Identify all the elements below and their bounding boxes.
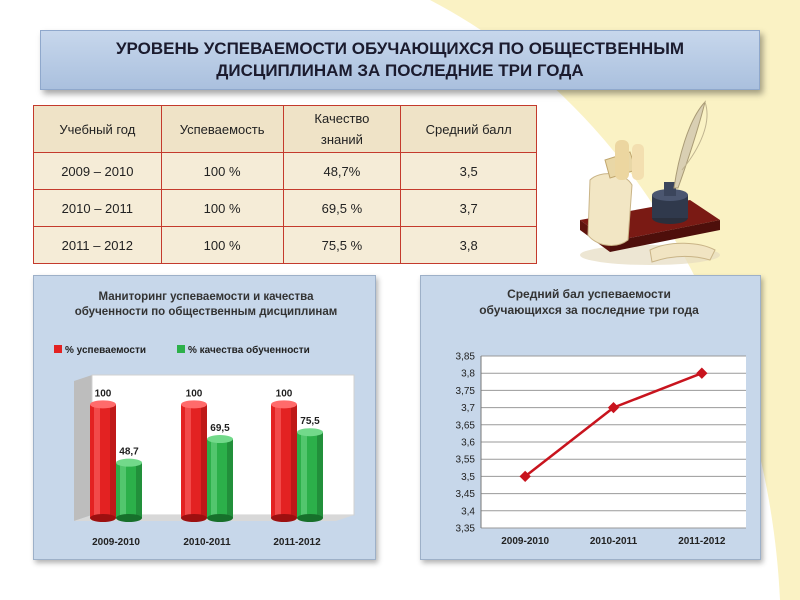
bar-base — [116, 514, 142, 522]
bar-shade — [201, 404, 207, 518]
bar — [297, 428, 323, 522]
table-cell: 3,5 — [400, 152, 537, 190]
bar-data-label: 100 — [186, 388, 203, 399]
table-header: Успеваемость — [160, 105, 284, 153]
y-tick-label: 3,85 — [456, 352, 476, 363]
table-cell: 48,7% — [282, 152, 402, 190]
bar — [90, 400, 116, 522]
bar-base — [90, 514, 116, 522]
y-tick-label: 3,65 — [456, 420, 476, 431]
y-tick-label: 3,7 — [461, 403, 475, 414]
table-cell: 69,5 % — [282, 189, 402, 227]
table-cell: 100 % — [160, 226, 284, 264]
table-row: 2010 – 2011 100 % 69,5 % 3,7 — [33, 189, 537, 227]
data-point — [696, 367, 708, 379]
bar-base — [207, 514, 233, 522]
page-title-box: УРОВЕНЬ УСПЕВАЕМОСТИ ОБУЧАЮЩИХСЯ ПО ОБЩЕ… — [40, 30, 760, 90]
legend-swatch-red — [54, 345, 62, 353]
bar-shade — [227, 439, 233, 518]
chart-title: Средний бал успеваемости обучающихся за п… — [479, 287, 699, 317]
bar-chart: Маниторинг успеваемости и качества обучен… — [54, 291, 355, 548]
data-point — [607, 401, 620, 414]
bar — [116, 458, 142, 522]
y-tick-label: 3,8 — [461, 369, 475, 380]
bar-shade — [291, 404, 297, 518]
table-cell: 100 % — [160, 189, 284, 227]
table-cell: 2009 – 2010 — [33, 152, 162, 190]
bar-top — [90, 400, 116, 409]
bar-top — [181, 400, 207, 409]
table-row: 2009 – 2010 100 % 48,7% 3,5 — [33, 152, 537, 190]
bar-shade — [317, 432, 323, 518]
bar-data-label: 48,7 — [119, 447, 139, 458]
table-header-row: Учебный год Успеваемость Качество знаний… — [33, 105, 537, 153]
y-tick-label: 3,6 — [461, 438, 475, 449]
bar-highlight — [301, 432, 307, 518]
table-header: Учебный год — [33, 105, 162, 153]
bar — [207, 435, 233, 522]
legend-label: % успеваемости — [65, 345, 146, 356]
y-tick-label: 3,35 — [456, 524, 476, 535]
bar-shade — [110, 404, 116, 518]
legend-label: % качества обученности — [188, 344, 310, 356]
table-cell: 75,5 % — [282, 226, 402, 264]
x-tick-label: 2011-2012 — [678, 536, 726, 547]
bar-highlight — [275, 404, 281, 518]
bar-shade — [136, 462, 142, 518]
table-cell: 100 % — [160, 152, 284, 190]
bar-top — [116, 458, 142, 467]
legend-swatch-green — [177, 345, 185, 353]
grades-table: Учебный год Успеваемость Качество знаний… — [33, 105, 537, 264]
bar-highlight — [211, 439, 217, 518]
bar-data-label: 100 — [276, 388, 293, 399]
table-cell: 2011 – 2012 — [33, 226, 162, 264]
bar — [271, 400, 297, 522]
chart-legend: % успеваемости % качества обученности — [54, 344, 310, 356]
table-header-text: Качество знаний — [314, 111, 370, 147]
table-cell: 3,7 — [400, 189, 537, 227]
page-title: УРОВЕНЬ УСПЕВАЕМОСТИ ОБУЧАЮЩИХСЯ ПО ОБЩЕ… — [115, 39, 685, 80]
table-row: 2011 – 2012 100 % 75,5 % 3,8 — [33, 226, 537, 264]
chart-side-wall — [74, 375, 92, 521]
bar-base — [181, 514, 207, 522]
bar-chart-panel: Маниторинг успеваемости и качества обучен… — [33, 275, 376, 560]
chart-title: Маниторинг успеваемости и качества обучен… — [75, 291, 338, 318]
line-chart: Средний бал успеваемости обучающихся за п… — [456, 287, 746, 547]
x-tick-label: 2011-2012 — [273, 537, 321, 548]
bar-base — [297, 514, 323, 522]
table-header: Качество знаний — [282, 105, 402, 153]
table-cell: 2010 – 2011 — [33, 189, 162, 227]
table-header: Средний балл — [400, 105, 537, 153]
bar-highlight — [120, 462, 126, 518]
x-tick-label: 2010-2011 — [183, 537, 231, 548]
y-tick-label: 3,75 — [456, 386, 476, 397]
bar-base — [271, 514, 297, 522]
bar-highlight — [94, 404, 100, 518]
table-cell: 3,8 — [400, 226, 537, 264]
bar-top — [297, 428, 323, 437]
x-tick-label: 2010-2011 — [590, 536, 638, 547]
quill-inkwell-illustration — [580, 100, 720, 265]
bar-highlight — [185, 404, 191, 518]
bar — [181, 400, 207, 522]
bar-data-label: 75,5 — [300, 416, 320, 427]
y-tick-label: 3,45 — [456, 489, 476, 500]
bar-top — [207, 435, 233, 444]
bar-top — [271, 400, 297, 409]
y-tick-label: 3,4 — [461, 506, 475, 517]
x-tick-label: 2009-2010 — [92, 537, 140, 548]
line-chart-panel: Средний бал успеваемости обучающихся за п… — [420, 275, 761, 560]
x-tick-label: 2009-2010 — [501, 536, 549, 547]
bar-data-label: 69,5 — [210, 423, 230, 434]
bar-data-label: 100 — [95, 388, 112, 399]
y-tick-label: 3,55 — [456, 455, 476, 466]
y-tick-label: 3,5 — [461, 472, 475, 483]
